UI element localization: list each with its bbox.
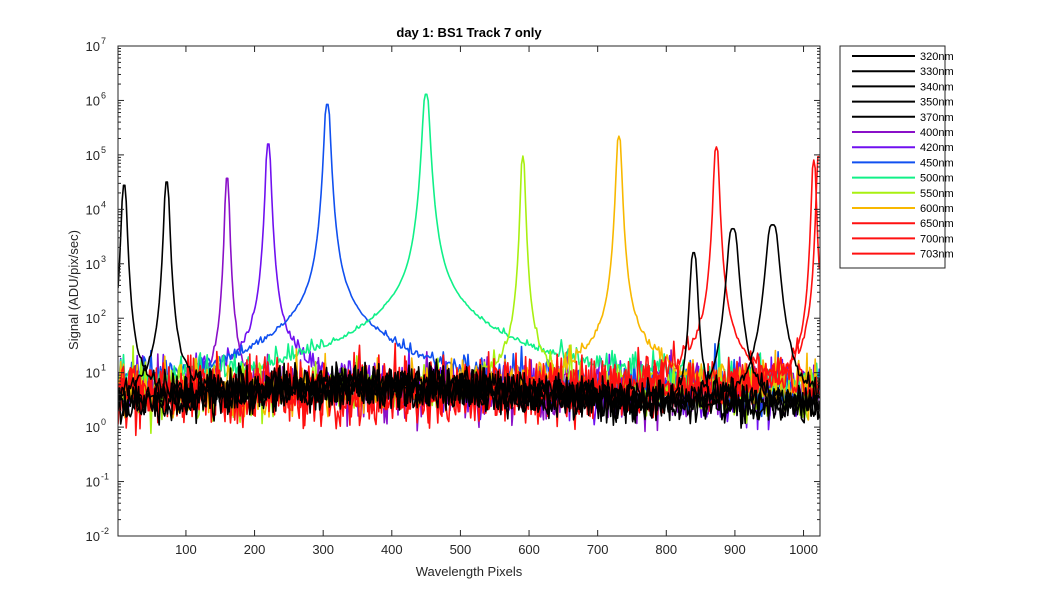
legend-box [839,45,946,269]
x-tick-label: 700 [587,542,609,557]
y-tick-label: 10 [86,93,100,108]
series-layer [118,93,820,437]
y-tick-exponent: 2 [101,308,106,318]
y-tick-exponent: 4 [101,199,106,209]
legend-label-700nm: 700nm [920,233,954,245]
y-tick-exponent: 6 [101,90,106,100]
y-tick-exponent: 0 [101,417,106,427]
x-tick-label: 100 [175,542,197,557]
y-tick-label: 10 [86,148,100,163]
y-tick-exponent: -2 [101,526,109,536]
legend-label-550nm: 550nm [920,188,954,200]
y-tick-label: 10 [86,366,100,381]
x-tick-label: 200 [244,542,266,557]
legend-label-420nm: 420nm [920,142,954,154]
y-tick-exponent: -1 [101,472,109,482]
y-tick-label: 10 [86,257,100,272]
y-tick-label: 10 [86,529,100,544]
legend-label-330nm: 330nm [920,66,954,78]
x-tick-label: 800 [655,542,677,557]
legend-label-600nm: 600nm [920,203,954,215]
x-tick-label: 300 [312,542,334,557]
series-line-370nm [118,224,820,424]
y-tick-label: 10 [86,475,100,490]
legend: 320nm 330nm 340nm 350nm 370nm 400nm 420nm 450nm… [839,45,954,269]
legend-label-650nm: 650nm [920,218,954,230]
y-tick-label: 10 [86,420,100,435]
legend-label-400nm: 400nm [920,127,954,139]
y-tick-exponent: 5 [101,145,106,155]
x-tick-label: 600 [518,542,540,557]
x-tick-label: 500 [450,542,472,557]
legend-label-340nm: 340nm [920,81,954,93]
x-tick-label: 400 [381,542,403,557]
chart-title: day 1: BS1 Track 7 only [396,25,542,40]
y-tick-label: 10 [86,311,100,326]
legend-label-320nm: 320nm [920,51,954,63]
x-axis-title: Wavelength Pixels [416,564,523,579]
legend-label-500nm: 500nm [920,173,954,185]
y-tick-exponent: 7 [101,36,106,46]
legend-label-703nm: 703nm [920,249,954,261]
legend-label-450nm: 450nm [920,157,954,169]
x-tick-label: 1000 [789,542,818,557]
x-tick-label: 900 [724,542,746,557]
plot-frame [117,45,821,537]
y-tick-exponent: 3 [101,254,106,264]
legend-label-370nm: 370nm [920,112,954,124]
y-tick-label: 10 [86,202,100,217]
y-tick-label: 10 [86,39,100,54]
legend-label-350nm: 350nm [920,97,954,109]
y-axis-title: Signal (ADU/pix/sec) [66,230,81,350]
y-tick-exponent: 1 [101,363,106,373]
